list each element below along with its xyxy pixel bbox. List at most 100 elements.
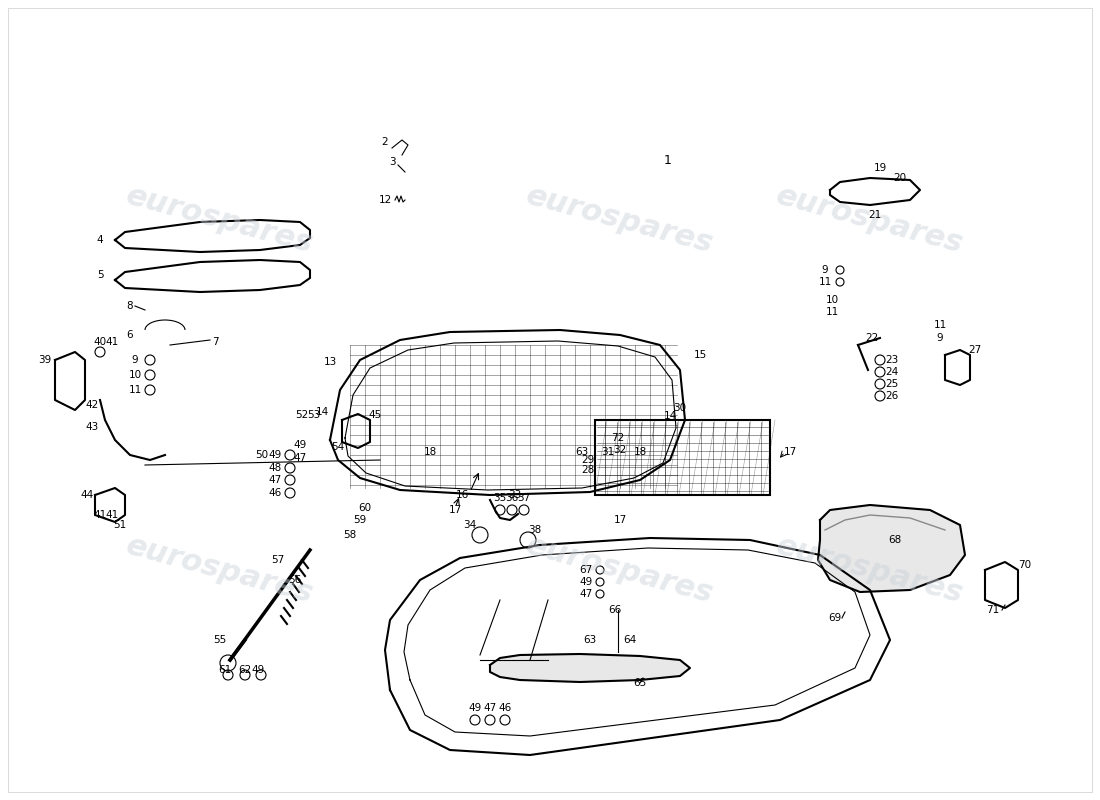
Text: 45: 45: [368, 410, 382, 420]
Text: 28: 28: [582, 465, 595, 475]
Text: 63: 63: [583, 635, 596, 645]
Text: 49: 49: [469, 703, 482, 713]
Text: 41: 41: [106, 337, 119, 347]
Text: 27: 27: [968, 345, 981, 355]
Text: 51: 51: [113, 520, 127, 530]
Text: 25: 25: [886, 379, 899, 389]
Text: 66: 66: [608, 605, 622, 615]
Text: 43: 43: [86, 422, 99, 432]
Text: 3: 3: [388, 157, 395, 167]
Text: 55: 55: [213, 635, 227, 645]
Text: 8: 8: [126, 301, 133, 311]
Text: 71: 71: [987, 605, 1000, 615]
Text: 68: 68: [889, 535, 902, 545]
Text: 14: 14: [663, 411, 676, 421]
Text: 30: 30: [673, 403, 686, 413]
Text: 11: 11: [825, 307, 838, 317]
Text: 18: 18: [634, 447, 647, 457]
Text: 17: 17: [783, 447, 796, 457]
Text: 49: 49: [252, 665, 265, 675]
Text: 11: 11: [818, 277, 832, 287]
Polygon shape: [490, 654, 690, 682]
Text: 10: 10: [825, 295, 838, 305]
Text: 9: 9: [937, 333, 944, 343]
Text: 60: 60: [359, 503, 372, 513]
Text: 4: 4: [97, 235, 103, 245]
Text: 70: 70: [1019, 560, 1032, 570]
Text: 58: 58: [343, 530, 356, 540]
Text: 5: 5: [97, 270, 103, 280]
Text: eurospares: eurospares: [524, 181, 717, 259]
Text: 17: 17: [449, 505, 462, 515]
Text: 56: 56: [288, 575, 301, 585]
Text: 63: 63: [575, 447, 589, 457]
Text: 47: 47: [294, 453, 307, 463]
Text: 59: 59: [353, 515, 366, 525]
Text: 33: 33: [508, 490, 521, 500]
Text: 40: 40: [94, 337, 107, 347]
Text: 11: 11: [129, 385, 142, 395]
Text: eurospares: eurospares: [123, 181, 317, 259]
Text: eurospares: eurospares: [123, 531, 317, 609]
Text: 15: 15: [693, 350, 706, 360]
Text: 69: 69: [828, 613, 842, 623]
Text: 54: 54: [331, 442, 344, 452]
Text: 17: 17: [614, 515, 627, 525]
Text: 49: 49: [268, 450, 282, 460]
Text: 2: 2: [382, 137, 388, 147]
Text: 47: 47: [483, 703, 496, 713]
Bar: [595, 420, 770, 495]
Text: 16: 16: [455, 490, 469, 500]
Text: 7: 7: [211, 337, 218, 347]
Text: 53: 53: [307, 410, 320, 420]
Text: 35: 35: [494, 493, 507, 503]
Text: 50: 50: [255, 450, 268, 460]
Text: 47: 47: [268, 475, 282, 485]
Text: 42: 42: [86, 400, 99, 410]
Text: 44: 44: [80, 490, 94, 500]
Text: 10: 10: [129, 370, 142, 380]
Text: 41: 41: [94, 510, 107, 520]
Text: 19: 19: [873, 163, 887, 173]
Text: 34: 34: [463, 520, 476, 530]
Text: 21: 21: [868, 210, 881, 220]
Text: 36: 36: [505, 493, 518, 503]
Text: 67: 67: [580, 565, 593, 575]
Text: 62: 62: [239, 665, 252, 675]
Text: 49: 49: [580, 577, 593, 587]
Text: 47: 47: [580, 589, 593, 599]
Text: 29: 29: [582, 455, 595, 465]
Text: 41: 41: [106, 510, 119, 520]
Text: 11: 11: [934, 320, 947, 330]
Text: 57: 57: [272, 555, 285, 565]
Text: eurospares: eurospares: [773, 181, 967, 259]
Text: 6: 6: [126, 330, 133, 340]
Text: 9: 9: [822, 265, 828, 275]
Text: 18: 18: [424, 447, 437, 457]
Text: 65: 65: [634, 678, 647, 688]
Text: 20: 20: [893, 173, 906, 183]
Text: 24: 24: [886, 367, 899, 377]
Text: 22: 22: [866, 333, 879, 343]
Text: 31: 31: [602, 447, 615, 457]
Text: 52: 52: [296, 410, 309, 420]
Text: eurospares: eurospares: [773, 531, 967, 609]
Text: 12: 12: [378, 195, 392, 205]
Text: 9: 9: [132, 355, 139, 365]
Text: 1: 1: [664, 154, 672, 166]
Text: eurospares: eurospares: [524, 531, 717, 609]
Text: 37: 37: [517, 493, 530, 503]
Text: 14: 14: [316, 407, 329, 417]
Text: 39: 39: [39, 355, 52, 365]
Text: 46: 46: [268, 488, 282, 498]
Polygon shape: [818, 505, 965, 592]
Text: 13: 13: [323, 357, 337, 367]
Text: 72: 72: [612, 433, 625, 443]
Text: 48: 48: [268, 463, 282, 473]
Text: 61: 61: [219, 665, 232, 675]
Text: 49: 49: [294, 440, 307, 450]
Text: 23: 23: [886, 355, 899, 365]
Text: 26: 26: [886, 391, 899, 401]
Text: 32: 32: [614, 445, 627, 455]
Text: 46: 46: [498, 703, 512, 713]
